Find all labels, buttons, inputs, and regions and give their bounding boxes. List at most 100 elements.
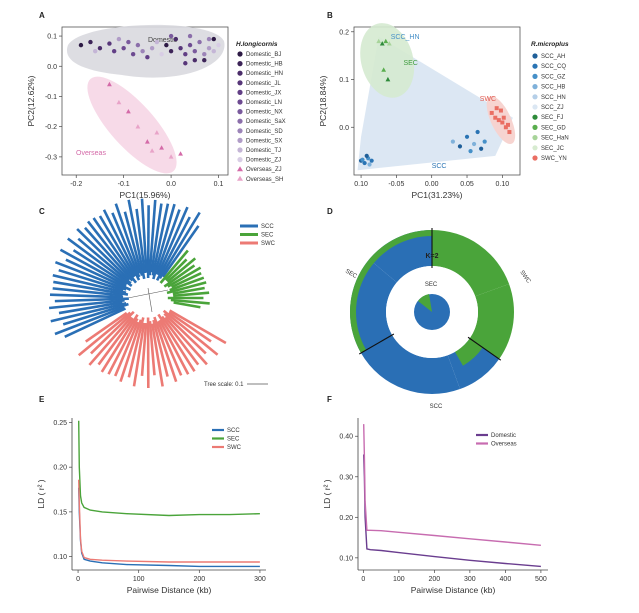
legend-swatch [532,63,538,69]
y-tick-label: 0.10 [53,554,67,561]
domestic-point [192,58,197,63]
y-axis-label: LD ( r² ) [36,479,46,508]
sec-point [385,76,391,82]
inner-pie-green [418,294,432,312]
scc-branch [156,206,189,276]
legend-swatch [532,124,538,130]
sec-point [379,41,385,46]
ring-segment-swc [432,230,510,297]
swc-point [501,115,506,120]
legend-entry: SEC_GD [541,125,566,131]
swc-point [500,120,505,125]
legend-entry: SCC [227,428,240,434]
legend-swatch [237,61,243,67]
k-label: K=2 [425,253,438,260]
scc-branch [53,280,129,296]
overseas-point [149,148,155,153]
x-tick-label: 0.05 [460,181,474,188]
legend-swatch [237,137,243,143]
x-tick-label: 0 [76,576,80,583]
domestic-point [206,36,212,42]
legend-swatch [532,145,538,151]
domestic-point [126,39,131,45]
domestic-point [111,48,117,54]
panel-label-f: F [327,395,332,404]
sec-point [381,67,387,72]
legend-swatch [532,114,538,120]
cluster-separator [358,333,395,355]
x-tick-label: 500 [535,576,547,583]
swc-point [496,118,501,123]
scc-point [468,149,473,154]
y-tick-label: -0.1 [45,94,57,101]
legend-swatch [532,104,538,110]
sec-branch [170,298,210,305]
swc-branch [107,317,139,375]
legend-entry: SEC [227,437,240,443]
legend-entry: Domestic_HN [246,71,283,77]
scc-branch [152,203,176,280]
domestic-point [187,33,193,39]
overseas-point [178,151,183,156]
scc-branch [67,237,133,288]
series-line-swc [78,479,260,563]
y-tick-label: 0.20 [53,465,67,472]
domestic-point [197,39,202,45]
sec-branch [166,257,197,283]
legend-entry: SCC [261,224,274,230]
domestic-point [149,45,155,51]
scc-hn-annotation: SCC_HN [391,34,420,41]
domestic-point [173,36,179,42]
swc-branch [84,311,128,343]
scc-branch [62,302,129,326]
sec-point [383,38,389,44]
x-axis-label: PC1(31.23%) [411,190,462,200]
swc-branch [158,319,190,375]
swc-branch [153,316,178,383]
domestic-point [211,36,216,42]
scc-branch [98,215,137,277]
plot-frame [353,26,521,176]
y-tick-label: 0.40 [339,434,353,441]
legend-entry: SCC_ZJ [541,105,564,111]
legend-entry: Domestic_LN [246,100,282,106]
scc-point [479,146,484,151]
swc-branch [168,311,212,343]
scc-branch [54,297,129,303]
outer-scc-label: SCC [430,404,443,410]
legend-entry: Domestic_NX [246,110,283,116]
sec-branch [173,301,201,309]
scc-branch [150,203,163,273]
sec-branch [164,258,188,282]
swc-branch [162,309,219,356]
x-axis-label: PC1(15.96%) [119,190,170,200]
legend-entry: SCC_GZ [541,74,566,80]
scc-branch [52,287,123,297]
sec-branch [173,291,210,298]
x-tick-label: 0.10 [496,181,510,188]
swc-point [503,125,508,130]
panel-b-pca: 0.10 -0.05 0.00 0.05 0.10 0.2 0.1 0.0 PC1(31.23%… [318,23,569,200]
domestic-point [154,39,160,45]
legend-entry: Domestic_TJ [246,148,281,154]
sec-point [376,38,382,44]
sec-branch [163,264,196,288]
legend-entry: Domestic_ZJ [246,158,281,164]
legend-title: R.microplus [531,41,569,48]
legend-swatch [532,84,538,90]
panel-d-structure-donut: K=2 SEC SEC SWC SCC [344,228,532,410]
tree-scale-label: Tree scale: 0.1 [204,382,244,388]
scc-branch [135,208,147,274]
domestic-point [140,48,145,54]
swc-point [507,130,512,135]
domestic-cluster-hull [66,24,225,78]
legend-entry: SCC_CQ [541,64,566,70]
legend-swatch [237,99,243,105]
scc-group-label: SCC [432,163,447,170]
domestic-point [178,45,183,51]
panel-label-a: A [39,11,45,20]
y-tick-label: 0.2 [339,29,349,36]
legend-swatch [237,70,243,76]
domestic-point [183,61,188,66]
scc-branch [48,299,125,310]
